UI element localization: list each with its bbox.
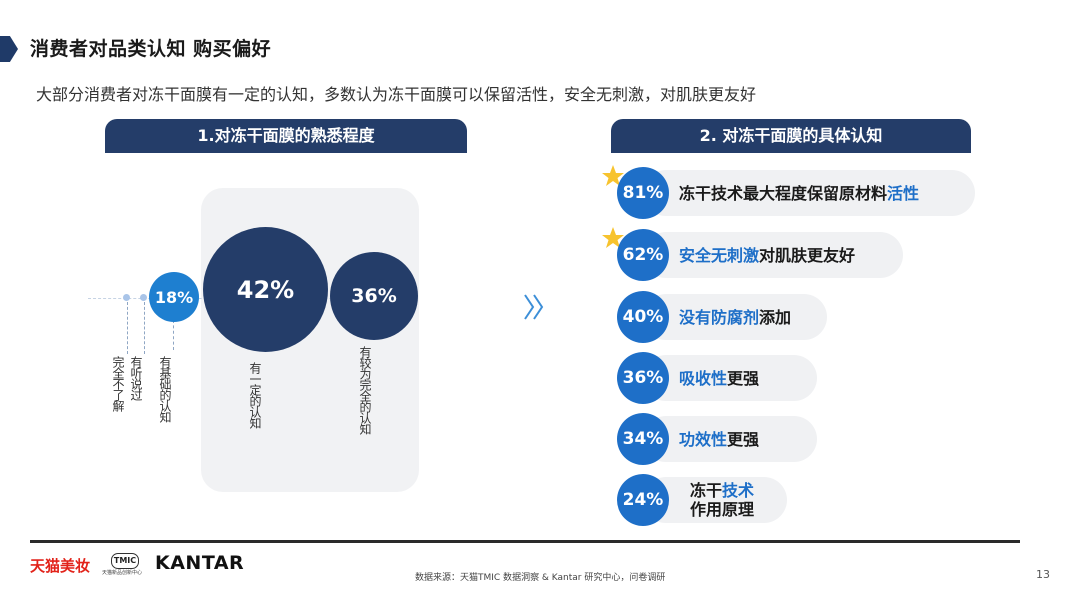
familiarity-section-header: 1.对冻干面膜的熟悉程度 xyxy=(105,119,467,153)
page-number: 13 xyxy=(1036,568,1050,581)
level-leader-basic xyxy=(173,320,174,350)
star-icon xyxy=(602,227,624,248)
level-dot-unfamiliar xyxy=(123,294,130,301)
tmic-logo-caption: 天猫新品创新中心 xyxy=(102,570,143,576)
level-circle-some: 42% xyxy=(203,227,328,352)
perception-label: 吸收性更强 xyxy=(679,368,760,388)
star-icon xyxy=(602,165,624,186)
perception-percent: 62% xyxy=(617,229,669,281)
perception-bar xyxy=(643,232,903,278)
perception-bar xyxy=(643,416,817,462)
page-subtitle: 大部分消费者对冻干面膜有一定的认知，多数认为冻干面膜可以保留活性，安全无刺激，对… xyxy=(36,85,757,104)
level-leader-unfamiliar xyxy=(127,302,128,354)
tmic-logo: TMIC xyxy=(111,553,139,569)
perception-bar xyxy=(643,355,817,401)
perception-label: 安全无刺激对肌肤更友好 xyxy=(679,245,856,265)
level-circle-full: 36% xyxy=(330,252,418,340)
page-title: 消费者对品类认知 购买偏好 xyxy=(30,38,272,60)
title-marker xyxy=(0,36,18,62)
perception-label: 冻干技术 作用原理 xyxy=(690,481,755,519)
level-circle-basic: 18% xyxy=(149,272,199,322)
perception-section-header: 2. 对冻干面膜的具体认知 xyxy=(611,119,971,153)
perception-label: 功效性更强 xyxy=(679,429,760,449)
perception-percent: 36% xyxy=(617,352,669,404)
level-dot-heard-of xyxy=(140,294,147,301)
level-label-unfamiliar: 完全不了解 xyxy=(111,356,125,411)
footer-divider xyxy=(30,540,1020,543)
level-label-some: 有一定的认知 xyxy=(248,362,262,428)
level-leader-heard-of xyxy=(144,302,145,354)
level-label-heard-of: 有听说过 xyxy=(129,356,143,400)
perception-percent: 24% xyxy=(617,474,669,526)
double-chevron-right-icon xyxy=(524,294,544,320)
level-label-full: 有较为完全的认知 xyxy=(358,346,372,434)
perception-bar xyxy=(643,294,827,340)
perception-label: 没有防腐剂添加 xyxy=(679,307,792,327)
tmall-beauty-logo: 天猫美妆 xyxy=(30,557,91,575)
perception-percent: 81% xyxy=(617,167,669,219)
kantar-logo: KANTAR xyxy=(155,552,245,574)
level-label-basic: 有基础的认知 xyxy=(158,356,172,422)
perception-percent: 34% xyxy=(617,413,669,465)
perception-bar xyxy=(643,170,975,216)
data-source-note: 数据来源：天猫TMIC 数据洞察 & Kantar 研究中心，问卷调研 xyxy=(415,573,666,583)
perception-percent: 40% xyxy=(617,291,669,343)
perception-label: 冻干技术最大程度保留原材料活性 xyxy=(679,183,920,203)
